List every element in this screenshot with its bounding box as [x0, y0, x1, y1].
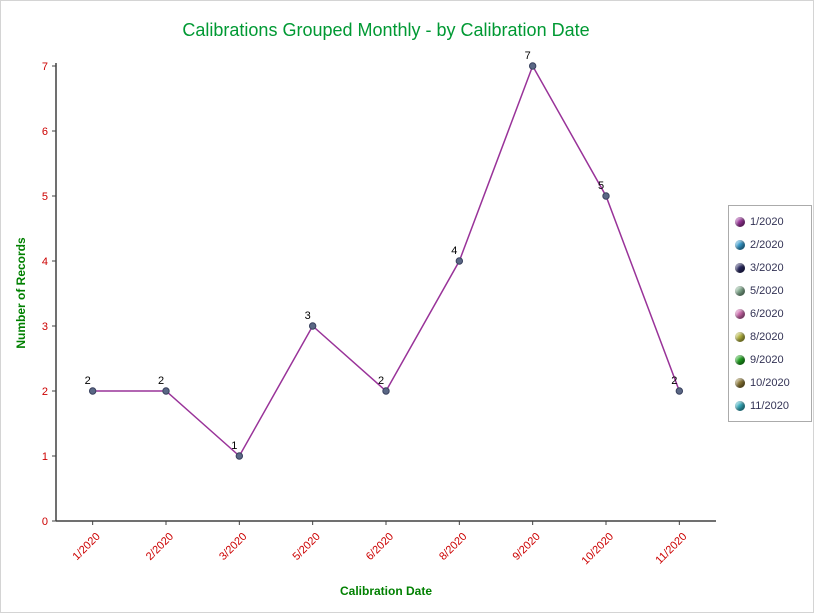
series-bullet-icon — [735, 377, 745, 388]
legend-item: 10/2020 — [729, 371, 811, 394]
svg-text:4: 4 — [42, 256, 48, 268]
legend: 1/2020 2/2020 3/2020 5/2020 6/2020 8/2020 9/20… — [728, 205, 812, 422]
svg-text:5/2020: 5/2020 — [291, 531, 323, 563]
series-bullet-icon — [735, 308, 745, 319]
svg-text:2: 2 — [158, 375, 164, 387]
series-bullet-icon — [735, 239, 745, 250]
svg-text:8/2020: 8/2020 — [437, 531, 469, 563]
svg-text:3/2020: 3/2020 — [217, 531, 249, 563]
svg-text:2: 2 — [378, 375, 384, 387]
x-axis-title: Calibration Date — [339, 584, 433, 598]
legend-item: 11/2020 — [729, 394, 811, 417]
legend-label: 3/2020 — [750, 261, 784, 274]
svg-text:1: 1 — [231, 440, 237, 452]
legend-label: 8/2020 — [750, 330, 784, 343]
svg-text:10/2020: 10/2020 — [580, 531, 617, 568]
series-bullet-icon — [735, 262, 745, 273]
svg-text:5: 5 — [42, 191, 48, 203]
svg-text:9/2020: 9/2020 — [511, 531, 543, 563]
series-bullet-icon — [735, 354, 745, 365]
svg-text:1/2020: 1/2020 — [71, 531, 103, 563]
legend-item: 9/2020 — [729, 348, 811, 371]
legend-item: 3/2020 — [729, 256, 811, 279]
chart-title: Calibrations Grouped Monthly - by Calibr… — [182, 20, 590, 40]
legend-label: 9/2020 — [750, 353, 784, 366]
svg-text:2: 2 — [85, 375, 91, 387]
svg-text:1: 1 — [42, 451, 48, 463]
legend-label: 6/2020 — [750, 307, 784, 320]
svg-text:2: 2 — [42, 386, 48, 398]
svg-text:3: 3 — [305, 310, 311, 322]
legend-item: 1/2020 — [729, 210, 811, 233]
svg-text:2/2020: 2/2020 — [144, 531, 176, 563]
legend-label: 2/2020 — [750, 238, 784, 251]
svg-text:4: 4 — [451, 245, 457, 257]
svg-text:6: 6 — [42, 126, 48, 138]
series-bullet-icon — [735, 400, 745, 411]
series-bullet-icon — [735, 285, 745, 296]
legend-label: 11/2020 — [750, 399, 789, 412]
legend-item: 8/2020 — [729, 325, 811, 348]
series-bullet-icon — [735, 331, 745, 342]
series-bullet-icon — [735, 216, 745, 227]
legend-label: 5/2020 — [750, 284, 784, 297]
svg-text:3: 3 — [42, 321, 48, 333]
legend-item: 5/2020 — [729, 279, 811, 302]
svg-text:2: 2 — [671, 375, 677, 387]
legend-label: 10/2020 — [750, 376, 790, 389]
svg-text:5: 5 — [598, 180, 604, 192]
svg-text:7: 7 — [525, 50, 531, 62]
svg-text:6/2020: 6/2020 — [364, 531, 396, 563]
legend-item: 6/2020 — [729, 302, 811, 325]
svg-text:11/2020: 11/2020 — [653, 531, 689, 567]
legend-label: 1/2020 — [750, 215, 784, 228]
legend-item: 2/2020 — [729, 233, 811, 256]
svg-text:7: 7 — [42, 61, 48, 73]
svg-text:0: 0 — [42, 516, 48, 528]
